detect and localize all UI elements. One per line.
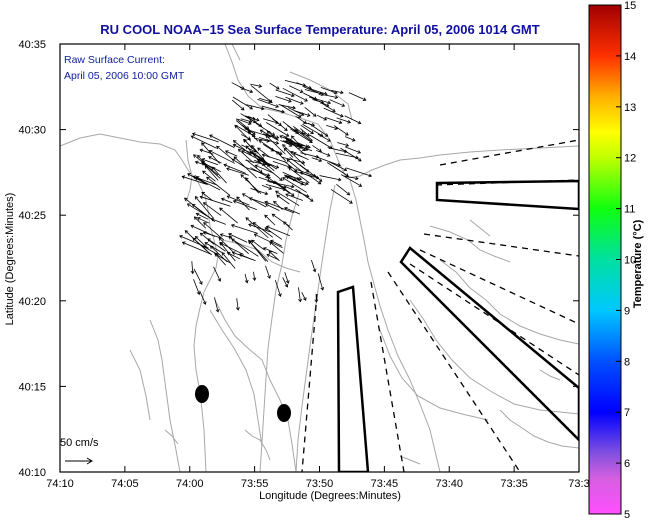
x-tick-label: 73:40 — [435, 478, 463, 490]
figure-title: RU COOL NOAA−15 Sea Surface Temperature:… — [60, 22, 580, 37]
colorbar-tick-label: 9 — [624, 305, 630, 317]
colorbar-tick-label: 8 — [624, 356, 630, 368]
colorbar-tick-label: 5 — [624, 509, 630, 519]
y-tick-label: 40:10 — [18, 467, 46, 479]
scale-label: 50 cm/s — [60, 437, 99, 449]
plot-area — [60, 44, 579, 472]
x-tick-label: 73:35 — [500, 478, 528, 490]
colorbar-tick-label: 7 — [624, 407, 630, 419]
colorbar-tick-label: 6 — [624, 458, 630, 470]
annotation-line-1: Raw Surface Current: — [64, 54, 165, 66]
y-tick-label: 40:35 — [18, 39, 46, 51]
y-tick-label: 40:30 — [18, 125, 46, 137]
annotation-line-2: April 05, 2006 10:00 GMT — [64, 70, 184, 82]
colorbar-tick-label: 15 — [624, 0, 636, 12]
colorbar-tick-label: 14 — [624, 51, 636, 63]
x-tick-label: 73:55 — [241, 478, 269, 490]
y-tick-label: 40:20 — [18, 296, 46, 308]
y-tick-label: 40:25 — [18, 210, 46, 222]
x-tick-label: 73:3 — [568, 478, 589, 490]
x-tick-label: 74:00 — [176, 478, 204, 490]
station-marker-2 — [277, 404, 291, 422]
x-tick-label: 73:50 — [306, 478, 334, 490]
station-marker-1 — [195, 385, 209, 403]
colorbar-tick-label: 13 — [624, 102, 636, 114]
x-axis-label: Longitude (Degrees:Minutes) — [200, 490, 460, 502]
x-tick-label: 74:10 — [46, 478, 74, 490]
colorbar-label: Temperature (°C) — [632, 164, 644, 364]
x-tick-label: 73:45 — [371, 478, 399, 490]
y-axis-label: Latitude (Degrees:Minutes) — [4, 129, 16, 389]
y-tick-label: 40:15 — [18, 381, 46, 393]
colorbar-tick-label: 12 — [624, 153, 636, 165]
x-tick-label: 74:05 — [111, 478, 139, 490]
